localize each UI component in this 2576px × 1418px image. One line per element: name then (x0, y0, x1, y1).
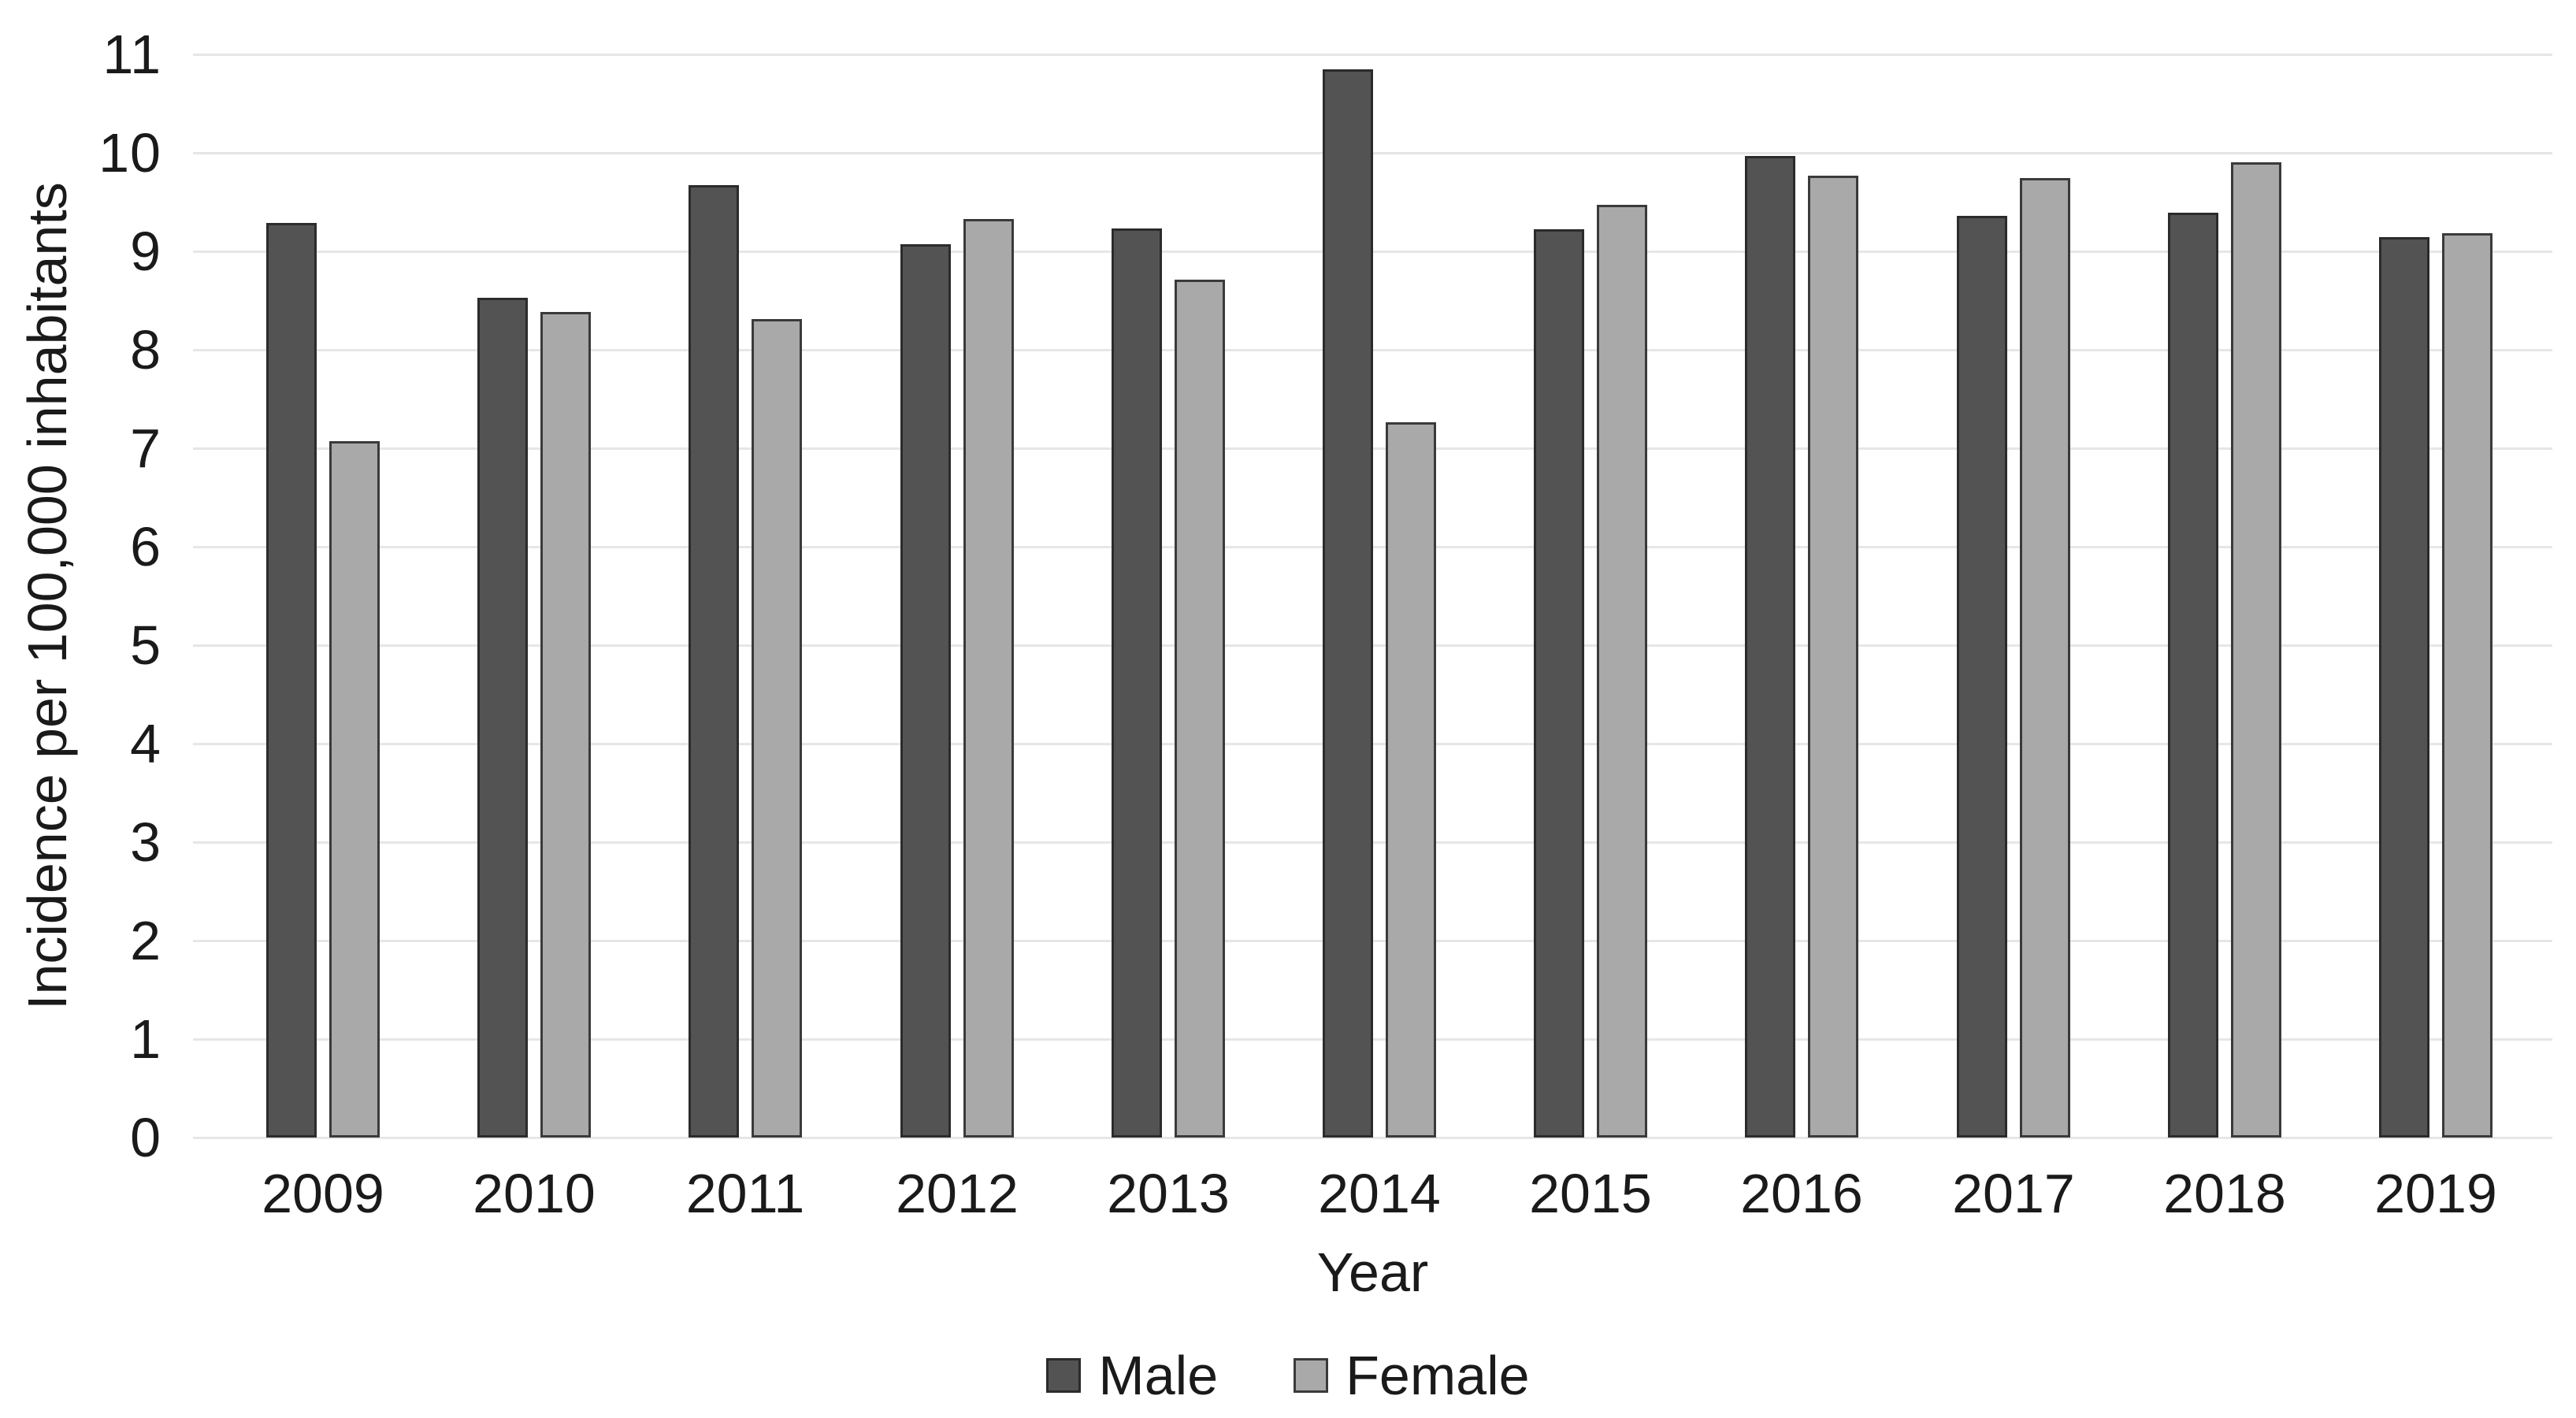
bar-female-2010 (540, 312, 591, 1138)
x-tick-label-2015: 2015 (1529, 1163, 1652, 1224)
y-tick-label-3: 3 (130, 811, 161, 873)
legend-swatch-male (1046, 1358, 1082, 1393)
y-tick-label-10: 10 (98, 122, 161, 184)
bar-male-2013 (1112, 228, 1162, 1138)
x-tick-label-2017: 2017 (1952, 1163, 2075, 1224)
bar-female-2016 (1808, 176, 1858, 1138)
x-tick-label-2012: 2012 (896, 1163, 1019, 1224)
bar-female-2013 (1175, 280, 1225, 1138)
gridline-11 (193, 54, 2552, 56)
y-tick-label-6: 6 (130, 516, 161, 577)
x-tick-label-2018: 2018 (2163, 1163, 2286, 1224)
legend-label-female: Female (1346, 1345, 1530, 1406)
bar-female-2018 (2231, 162, 2281, 1138)
y-tick-label-7: 7 (130, 418, 161, 479)
legend-swatch-female (1294, 1358, 1329, 1393)
x-tick-label-2013: 2013 (1107, 1163, 1230, 1224)
x-tick-label-2019: 2019 (2374, 1163, 2497, 1224)
bar-male-2016 (1745, 156, 1795, 1138)
y-tick-label-1: 1 (130, 1008, 161, 1070)
bar-female-2009 (329, 441, 380, 1138)
bar-male-2014 (1323, 69, 1373, 1138)
bar-female-2011 (752, 319, 802, 1138)
bar-male-2018 (2168, 213, 2218, 1138)
legend: Male Female (0, 1344, 2576, 1407)
y-tick-label-5: 5 (130, 614, 161, 676)
bar-female-2014 (1386, 422, 1436, 1138)
x-tick-label-2010: 2010 (473, 1163, 596, 1224)
x-tick-label-2011: 2011 (685, 1163, 805, 1224)
legend-item-male: Male (1046, 1344, 1218, 1407)
bar-male-2017 (1957, 216, 2007, 1138)
y-axis-title: Incidence per 100,000 inhabitants (17, 182, 78, 1010)
bar-female-2017 (2020, 178, 2070, 1138)
bar-male-2015 (1534, 229, 1584, 1138)
x-tick-label-2016: 2016 (1740, 1163, 1863, 1224)
y-tick-label-4: 4 (130, 713, 161, 774)
bar-male-2012 (900, 244, 951, 1138)
y-tick-label-11: 11 (102, 24, 161, 85)
x-tick-label-2009: 2009 (262, 1163, 384, 1224)
y-tick-label-0: 0 (130, 1107, 161, 1168)
bar-male-2019 (2379, 237, 2429, 1138)
x-tick-label-2014: 2014 (1318, 1163, 1441, 1224)
bar-male-2011 (689, 185, 739, 1138)
y-tick-label-9: 9 (130, 221, 161, 282)
legend-label-male: Male (1098, 1345, 1219, 1406)
bar-female-2012 (963, 219, 1014, 1138)
bar-female-2019 (2442, 233, 2492, 1138)
y-tick-label-2: 2 (130, 910, 161, 971)
bar-male-2009 (266, 223, 317, 1138)
y-tick-label-8: 8 (130, 319, 161, 380)
bar-female-2015 (1597, 205, 1647, 1138)
gridline-0 (193, 1137, 2552, 1139)
x-axis-title: Year (1316, 1242, 1429, 1303)
bar-male-2010 (477, 298, 528, 1138)
legend-item-female: Female (1294, 1344, 1530, 1407)
